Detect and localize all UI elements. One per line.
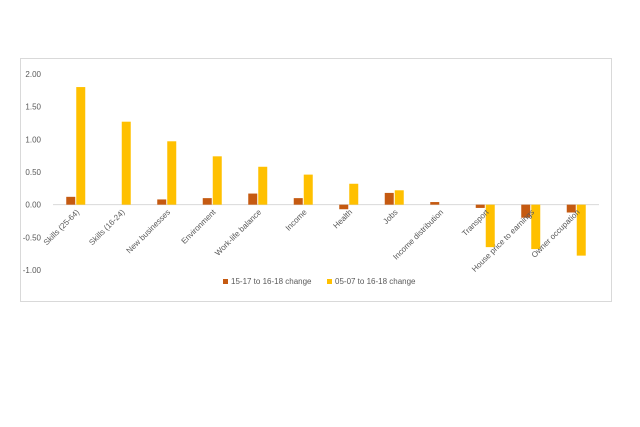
y-tick-label: 1.00 xyxy=(25,135,41,144)
legend-label-1: 15-17 to 16-18 change xyxy=(231,277,312,286)
bar-series2-10 xyxy=(485,204,495,248)
category-label: Jobs xyxy=(381,208,399,226)
legend-label-2: 05-07 to 16-18 change xyxy=(335,277,416,286)
bar-series1-3 xyxy=(157,199,167,205)
bar-series2-3 xyxy=(167,141,177,205)
bar-series1-7 xyxy=(339,204,349,210)
category-label: Skills (16-24) xyxy=(87,207,127,247)
category-label: Environment xyxy=(180,207,219,246)
y-tick-label: 0.50 xyxy=(25,168,41,177)
bar-series2-12 xyxy=(576,204,586,256)
legend-swatch-2 xyxy=(327,279,332,284)
bar-series2-6 xyxy=(303,174,313,205)
category-label: New businesses xyxy=(125,208,173,256)
bars-group xyxy=(66,87,586,256)
bar-series2-5 xyxy=(258,166,268,205)
y-tick-label: -1.00 xyxy=(23,266,42,275)
y-axis-tick-labels: 2.00 1.50 1.00 0.50 0.00 -0.50 -1.00 xyxy=(23,70,42,275)
bar-series1-9 xyxy=(430,202,440,205)
bar-series1-1 xyxy=(66,196,76,205)
bar-series2-8 xyxy=(394,190,404,205)
category-label: Health xyxy=(331,208,354,231)
bar-series2-4 xyxy=(212,156,222,205)
y-tick-label: 2.00 xyxy=(25,70,41,79)
bar-series1-5 xyxy=(248,193,258,205)
bar-series1-12 xyxy=(566,204,576,213)
category-label: Work-life balance xyxy=(213,207,263,257)
bar-series2-7 xyxy=(349,183,359,205)
category-label: Income xyxy=(284,207,309,232)
y-tick-label: -0.50 xyxy=(23,233,42,242)
category-labels: Skills (25-64) Skills (16-24)New business… xyxy=(42,207,582,274)
bar-series2-2 xyxy=(121,121,131,205)
y-tick-label: 1.50 xyxy=(25,103,41,112)
bar-series1-6 xyxy=(293,198,303,205)
category-label: Income distribution xyxy=(391,208,445,262)
bar-series1-8 xyxy=(384,192,394,205)
bar-series1-10 xyxy=(475,204,485,208)
category-label: Skills (25-64) xyxy=(42,207,82,247)
y-tick-label: 0.00 xyxy=(25,201,41,210)
bar-series2-11 xyxy=(531,204,541,250)
bar-series2-1 xyxy=(76,87,86,205)
bar-chart: 2.00 1.50 1.00 0.50 0.00 -0.50 -1.00 Skills (2… xyxy=(23,70,599,286)
bar-series1-4 xyxy=(202,198,212,205)
legend-swatch-1 xyxy=(223,279,228,284)
bar-series1-11 xyxy=(521,204,531,218)
chart-frame: 2.00 1.50 1.00 0.50 0.00 -0.50 -1.00 Skills (2… xyxy=(20,58,612,302)
legend: 15-17 to 16-18 change 05-07 to 16-18 chan… xyxy=(223,277,416,286)
